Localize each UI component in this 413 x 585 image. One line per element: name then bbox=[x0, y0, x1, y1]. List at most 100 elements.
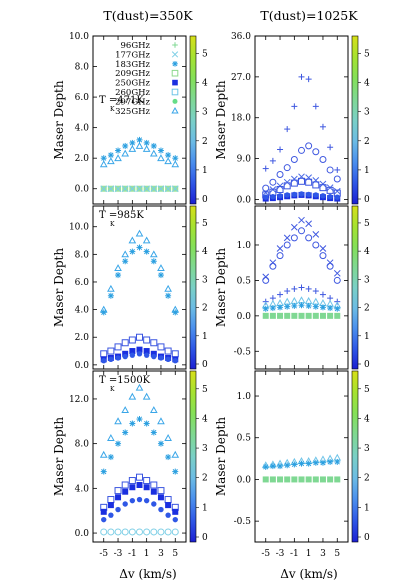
data-point bbox=[276, 182, 284, 190]
colorbar-tick-label: 2 bbox=[202, 304, 208, 314]
data-point bbox=[136, 496, 143, 503]
legend-label: 297GHz bbox=[115, 97, 150, 107]
data-point bbox=[142, 236, 151, 244]
y-tick-label: 36.0 bbox=[231, 32, 251, 42]
marker-ast-b bbox=[291, 461, 297, 468]
data-point bbox=[143, 528, 151, 536]
data-point bbox=[164, 528, 172, 536]
data-point bbox=[135, 229, 144, 237]
marker-open-circle bbox=[262, 276, 270, 284]
plot-frame bbox=[254, 35, 349, 205]
marker-filled-circle bbox=[115, 355, 121, 361]
data-point bbox=[115, 147, 122, 154]
data-point bbox=[128, 236, 137, 244]
colorbar-tick-label: 5 bbox=[202, 219, 208, 229]
marker-open-circle bbox=[107, 528, 115, 536]
marker-open-triangle bbox=[142, 392, 151, 400]
data-point bbox=[135, 383, 144, 391]
data-point bbox=[121, 528, 129, 536]
marker-open-square bbox=[312, 181, 320, 189]
marker-open-triangle bbox=[128, 236, 137, 244]
data-point bbox=[158, 506, 164, 513]
data-point bbox=[107, 292, 114, 299]
marker-open-triangle bbox=[99, 450, 108, 458]
plot-frame bbox=[92, 370, 187, 543]
marker-open-triangle bbox=[142, 144, 151, 152]
marker-open-triangle bbox=[171, 160, 180, 168]
data-point bbox=[107, 502, 114, 509]
marker-open-square bbox=[298, 177, 305, 185]
data-point bbox=[128, 392, 137, 400]
marker-x-b bbox=[171, 185, 179, 193]
data-point bbox=[122, 501, 128, 507]
y-tick-label: 0.0 bbox=[75, 529, 90, 539]
data-point bbox=[276, 185, 284, 193]
marker-x-b bbox=[333, 269, 341, 277]
marker-open-square bbox=[157, 343, 165, 351]
colorbar-tick-label: 1 bbox=[364, 166, 370, 176]
data-point bbox=[283, 241, 291, 249]
data-point bbox=[305, 460, 312, 467]
data-point bbox=[319, 180, 327, 188]
data-point bbox=[136, 333, 143, 341]
marker-ast-b bbox=[136, 416, 143, 422]
marker-x-b bbox=[157, 185, 165, 193]
marker-open-triangle bbox=[135, 229, 144, 237]
y-tick-label: 2.0 bbox=[75, 333, 90, 343]
marker-open-triangle bbox=[128, 392, 137, 400]
marker-filled-square bbox=[129, 348, 136, 355]
marker-open-triangle bbox=[142, 236, 151, 244]
data-point bbox=[136, 351, 143, 357]
data-point bbox=[165, 502, 172, 509]
plot-frame bbox=[254, 205, 349, 370]
data-point bbox=[114, 185, 122, 193]
data-point bbox=[164, 157, 172, 165]
data-point bbox=[143, 420, 150, 427]
data-point bbox=[269, 178, 277, 186]
data-point bbox=[291, 191, 298, 198]
data-point bbox=[164, 496, 172, 504]
marker-open-circle bbox=[290, 234, 298, 242]
data-point bbox=[327, 476, 334, 483]
marker-open-circle bbox=[136, 528, 143, 536]
data-point bbox=[115, 440, 122, 447]
colorbar-tick-label: 4 bbox=[202, 414, 208, 424]
marker-filled-square bbox=[269, 312, 276, 319]
data-point bbox=[262, 312, 269, 319]
y-tick-label: 0.0 bbox=[237, 475, 252, 485]
marker-x-b bbox=[262, 273, 270, 281]
y-tick-label: 10.0 bbox=[69, 223, 89, 233]
kinetic-temperature-label: T =985K bbox=[99, 210, 144, 221]
marker-ast-b bbox=[320, 460, 326, 466]
data-point bbox=[333, 187, 341, 195]
data-point bbox=[277, 463, 284, 470]
y-tick-label: 8.0 bbox=[75, 440, 90, 450]
y-tick-label: 0.0 bbox=[75, 361, 90, 371]
marker-filled-square bbox=[262, 312, 269, 319]
y-tick-label: -0.5 bbox=[234, 517, 252, 527]
marker-open-triangle bbox=[283, 297, 292, 305]
marker-open-square bbox=[171, 69, 179, 77]
data-point bbox=[319, 156, 327, 164]
y-tick-label: 12.0 bbox=[69, 395, 89, 405]
legend-entry: 183GHz bbox=[115, 60, 178, 70]
data-point bbox=[319, 184, 327, 192]
data-point bbox=[326, 259, 334, 267]
marker-filled-circle bbox=[129, 352, 136, 358]
marker-filled-square bbox=[284, 312, 291, 319]
y-axis-label: Maser Depth bbox=[214, 417, 228, 496]
marker-filled-square bbox=[122, 488, 129, 495]
legend-label: 183GHz bbox=[115, 60, 150, 70]
y-tick-label: 10.0 bbox=[69, 32, 89, 42]
marker-open-triangle bbox=[107, 434, 115, 441]
y-tick-label: 0.0 bbox=[75, 185, 90, 195]
marker-x-b bbox=[262, 189, 270, 197]
marker-x-b bbox=[333, 187, 341, 195]
legend-label: 209GHz bbox=[115, 69, 150, 79]
kinetic-temperature-label: T =471K bbox=[99, 95, 144, 106]
data-point bbox=[100, 309, 107, 316]
data-point bbox=[107, 434, 115, 441]
data-point bbox=[128, 185, 136, 193]
marker-open-triangle bbox=[149, 149, 158, 157]
legend-label: 260GHz bbox=[115, 88, 150, 98]
